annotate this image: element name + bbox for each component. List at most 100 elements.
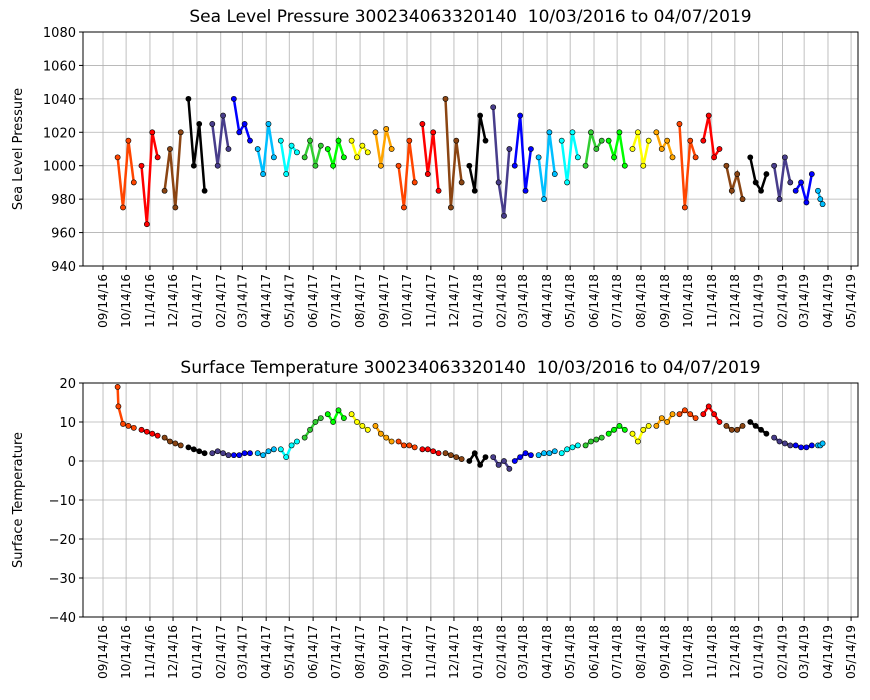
data-point [569,129,576,136]
series-line [560,132,580,183]
data-point [640,426,647,433]
data-point [149,430,156,437]
x-tick-label: 07/14/18 [610,274,624,328]
data-point [819,440,826,447]
series-line [468,450,487,468]
data-point [771,162,778,169]
data-point [447,452,454,459]
x-tick-label: 06/14/18 [587,625,601,679]
x-tick-label: 03/14/18 [516,274,530,328]
data-point [605,430,612,437]
data-point [330,162,337,169]
data-point [551,448,558,455]
x-tick-label: 05/14/17 [282,625,296,679]
data-point [185,444,192,451]
data-point [752,179,759,186]
data-point [260,452,266,459]
data-point [348,411,355,418]
x-tick-label: 01/14/19 [752,625,766,679]
data-point [495,461,502,468]
y-tick-label: 0 [68,455,76,470]
x-tick-label: 09/14/18 [658,274,672,328]
data-point [225,146,232,152]
x-tick-label: 10/14/18 [681,274,695,328]
series-line [421,123,440,191]
data-point [763,171,770,177]
data-point [167,438,173,445]
data-point [611,154,617,161]
series-line [584,131,603,166]
data-point [511,458,518,464]
x-tick-label: 10/14/16 [119,274,133,328]
data-point [747,154,754,161]
series-line [374,128,393,166]
data-point [364,426,371,433]
data-point [640,162,647,169]
series-line [256,123,276,175]
data-point [372,422,379,429]
data-point [763,430,770,437]
data-point [490,454,497,460]
data-point [482,454,489,460]
data-point [669,411,676,418]
data-point [517,454,524,460]
data-point [201,187,208,194]
data-point [803,444,810,451]
data-point [372,129,379,136]
series-line [749,157,768,194]
data-point [247,450,253,457]
series-line [702,404,721,423]
x-tick-label: 12/14/16 [166,625,180,679]
data-point [220,112,226,119]
data-point [723,162,730,169]
x-tick-label: 10/14/18 [681,625,695,679]
data-point [716,146,723,152]
y-tick-label: −20 [49,533,76,548]
data-point [692,154,699,161]
data-point [676,411,683,418]
y-tick-label: 960 [51,227,76,242]
data-point [307,137,313,144]
x-tick-label: 12/14/18 [728,274,742,328]
data-point [177,442,184,449]
data-point [528,452,534,459]
x-tick-label: 03/14/17 [235,274,249,328]
x-tick-label: 11/14/17 [424,274,438,328]
data-point [288,142,295,149]
data-point [265,121,272,127]
data-point [535,452,542,459]
x-tick-label: 07/14/17 [329,625,343,679]
data-point [161,434,168,441]
data-point [354,419,360,425]
data-point [776,196,783,203]
series-line [232,98,252,142]
x-tick-label: 01/14/18 [471,625,485,679]
data-point [645,137,652,144]
data-point [598,137,605,144]
data-point [115,403,122,410]
data-point [143,428,150,435]
series-line [211,115,230,166]
data-point [739,196,746,203]
x-tick-label: 04/14/17 [259,274,273,328]
series-line [350,140,369,161]
x-tick-label: 01/14/17 [190,274,204,328]
series-line [279,440,298,460]
data-point [225,452,232,459]
x-tick-label: 02/14/17 [214,274,228,328]
series-line [537,132,557,200]
data-point [301,154,308,161]
y-tick-label: −30 [49,572,76,587]
data-point [196,448,203,455]
series-line [725,165,744,200]
axes-frame [82,382,859,618]
data-point [787,179,794,186]
data-point [190,446,197,453]
series-line [678,123,697,208]
data-point [634,438,641,445]
series-line [513,115,533,191]
data-point [798,179,804,186]
data-point [477,461,484,468]
data-point [700,411,707,418]
data-point [301,434,308,441]
